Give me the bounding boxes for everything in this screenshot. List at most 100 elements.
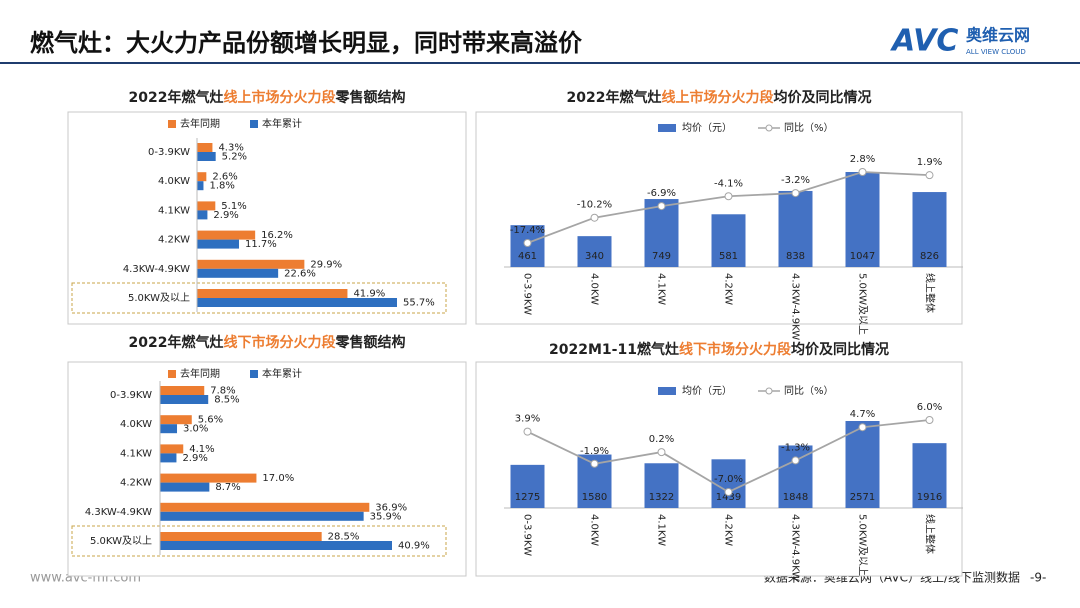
bar xyxy=(160,473,257,483)
line-value-label: 6.0% xyxy=(917,402,942,413)
bar xyxy=(160,511,364,521)
category-label: 4.1KW xyxy=(158,205,190,216)
line-value-label: -1.3% xyxy=(781,442,810,453)
category-label: 4.0KW xyxy=(158,176,190,187)
value-label: 2.9% xyxy=(213,210,238,221)
category-label: 0-3.9KW xyxy=(148,147,190,158)
line-value-label: -4.1% xyxy=(714,178,743,189)
legend-swatch xyxy=(168,120,176,128)
bar xyxy=(160,453,177,463)
logo-tagline: ALL VIEW CLOUD xyxy=(966,48,1026,56)
value-label: 1047 xyxy=(850,251,875,262)
line-point xyxy=(657,202,666,211)
line-point xyxy=(724,488,733,496)
value-label: 4.3% xyxy=(218,143,243,154)
value-label: 2.9% xyxy=(182,453,207,464)
bar xyxy=(160,386,205,395)
value-label: 5.1% xyxy=(221,201,246,212)
value-label: 8.5% xyxy=(214,395,239,406)
value-label: 55.7% xyxy=(403,298,435,309)
bar xyxy=(197,239,240,249)
bar xyxy=(160,502,370,512)
bar xyxy=(845,421,880,508)
legend-label: 本年累计 xyxy=(262,367,302,380)
line-point xyxy=(791,456,800,465)
line-value-label: -3.2% xyxy=(781,175,810,186)
category-label: 线上整体 xyxy=(924,273,937,313)
line-value-label: -6.9% xyxy=(647,188,676,199)
chart-title-part: 2022年燃气灶 xyxy=(567,89,662,106)
legend-swatch xyxy=(250,120,258,128)
slide-title: 燃气灶：大火力产品份额增长明显，同时带来高溢价 xyxy=(30,29,583,57)
chart-title-part: 线上市场分火力段 xyxy=(661,89,773,106)
line-point xyxy=(858,423,867,432)
chart-title: 2022年燃气灶线上市场分火力段零售额结构 xyxy=(129,89,406,106)
category-label: 5.0KW及以上 xyxy=(857,273,869,335)
bar xyxy=(197,172,207,182)
chart-title-part: 2022年燃气灶 xyxy=(129,334,224,351)
line-value-label: -7.0% xyxy=(714,474,743,485)
legend-swatch xyxy=(168,370,176,378)
bar xyxy=(644,463,679,508)
line-point xyxy=(523,427,532,436)
value-label: 5.6% xyxy=(198,415,223,426)
legend-label: 均价（元） xyxy=(682,122,732,134)
line-point xyxy=(657,448,666,457)
category-label: 4.1KW xyxy=(656,273,667,305)
value-label: 2.6% xyxy=(212,172,237,183)
chart-title: 2022年燃气灶线上市场分火力段均价及同比情况 xyxy=(567,89,872,106)
bar xyxy=(577,236,612,267)
bar xyxy=(711,214,746,267)
value-label: 41.9% xyxy=(353,289,385,300)
category-label: 4.2KW xyxy=(158,235,190,246)
legend-label: 同比（%） xyxy=(784,385,834,397)
line-point xyxy=(925,171,934,180)
value-label: 1439 xyxy=(716,492,741,503)
bar xyxy=(160,415,192,425)
legend-swatch xyxy=(658,387,676,395)
category-label: 4.0KW xyxy=(120,419,152,430)
bar xyxy=(711,459,746,508)
chart-title-part: 均价及同比情况 xyxy=(773,89,871,106)
legend-label: 均价（元） xyxy=(682,385,732,397)
category-label: 4.1KW xyxy=(656,514,667,546)
line-value-label: 2.8% xyxy=(850,154,875,165)
category-label: 5.0KW及以上 xyxy=(128,292,190,304)
value-label: 29.9% xyxy=(310,259,342,270)
bar xyxy=(845,172,880,267)
line-point xyxy=(590,213,599,222)
highlight-box xyxy=(71,282,447,314)
bar xyxy=(160,444,184,454)
bar xyxy=(197,259,305,269)
line-value-label: 1.9% xyxy=(917,157,942,168)
line-point xyxy=(590,459,599,468)
category-label: 4.3KW-4.9KW xyxy=(123,264,190,275)
line-value-label: 4.7% xyxy=(850,409,875,420)
logo-name: 奥维云网 xyxy=(966,26,1030,45)
value-label: 3.0% xyxy=(183,424,208,435)
value-label: 1322 xyxy=(649,492,674,503)
value-label: 581 xyxy=(719,251,738,262)
bar xyxy=(197,298,397,307)
bar xyxy=(778,445,813,508)
value-label: 40.9% xyxy=(398,541,430,552)
chart-title-part: 线下市场分火力段 xyxy=(679,341,791,358)
chart-title-part: 零售额结构 xyxy=(334,89,405,106)
value-label: 16.2% xyxy=(261,230,293,241)
value-label: 1580 xyxy=(582,492,607,503)
value-label: 35.9% xyxy=(370,511,402,522)
bar xyxy=(160,541,392,550)
bar xyxy=(912,443,947,508)
category-label: 4.3KW-4.9KW xyxy=(790,514,801,581)
bar xyxy=(197,268,279,278)
bar xyxy=(778,190,813,267)
bar xyxy=(197,201,216,211)
legend-swatch xyxy=(250,370,258,378)
value-label: 5.2% xyxy=(222,152,247,163)
highlight-box xyxy=(71,525,447,557)
category-label: 线上整体 xyxy=(924,514,937,554)
category-label: 0-3.9KW xyxy=(110,390,152,401)
line-point xyxy=(858,168,867,176)
bar xyxy=(197,152,216,161)
chart-title-part: 2022M1-11燃气灶 xyxy=(549,341,679,358)
